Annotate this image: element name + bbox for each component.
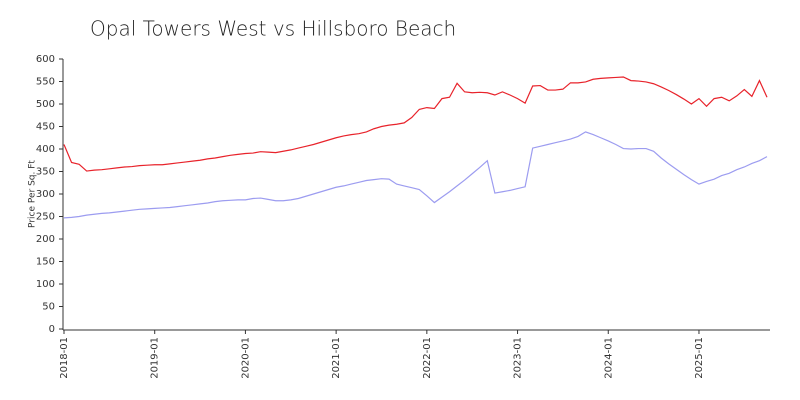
y-tick-label: 0 — [49, 324, 55, 335]
y-tick-label: 500 — [36, 99, 55, 110]
x-tick-label: 2021-01 — [331, 337, 342, 379]
x-tick-label: 2024-01 — [603, 337, 614, 379]
series-line — [63, 76, 768, 172]
y-tick-label: 550 — [36, 77, 55, 88]
y-tick-label: 350 — [36, 167, 55, 178]
y-tick-label: 250 — [36, 212, 55, 223]
y-tick-label: 450 — [36, 122, 55, 133]
y-tick-label: 600 — [36, 54, 55, 65]
chart-title: Opal Towers West vs Hillsboro Beach — [90, 17, 456, 41]
x-tick-label: 2025-01 — [694, 337, 705, 379]
y-tick-label: 50 — [42, 302, 55, 313]
y-tick-label: 100 — [36, 279, 55, 290]
x-tick-label: 2020-01 — [240, 337, 251, 379]
y-tick-label: 150 — [36, 257, 55, 268]
x-tick-label: 2022-01 — [422, 337, 433, 379]
y-tick-label: 300 — [36, 189, 55, 200]
x-tick-label: 2023-01 — [513, 337, 524, 379]
y-axis-label: Price Per Sq. Ft — [28, 160, 38, 228]
series-line — [63, 131, 768, 219]
x-tick-label: 2019-01 — [150, 337, 161, 379]
y-tick-label: 400 — [36, 144, 55, 155]
y-tick-label: 200 — [36, 234, 55, 245]
x-tick-label: 2018-01 — [59, 337, 70, 379]
